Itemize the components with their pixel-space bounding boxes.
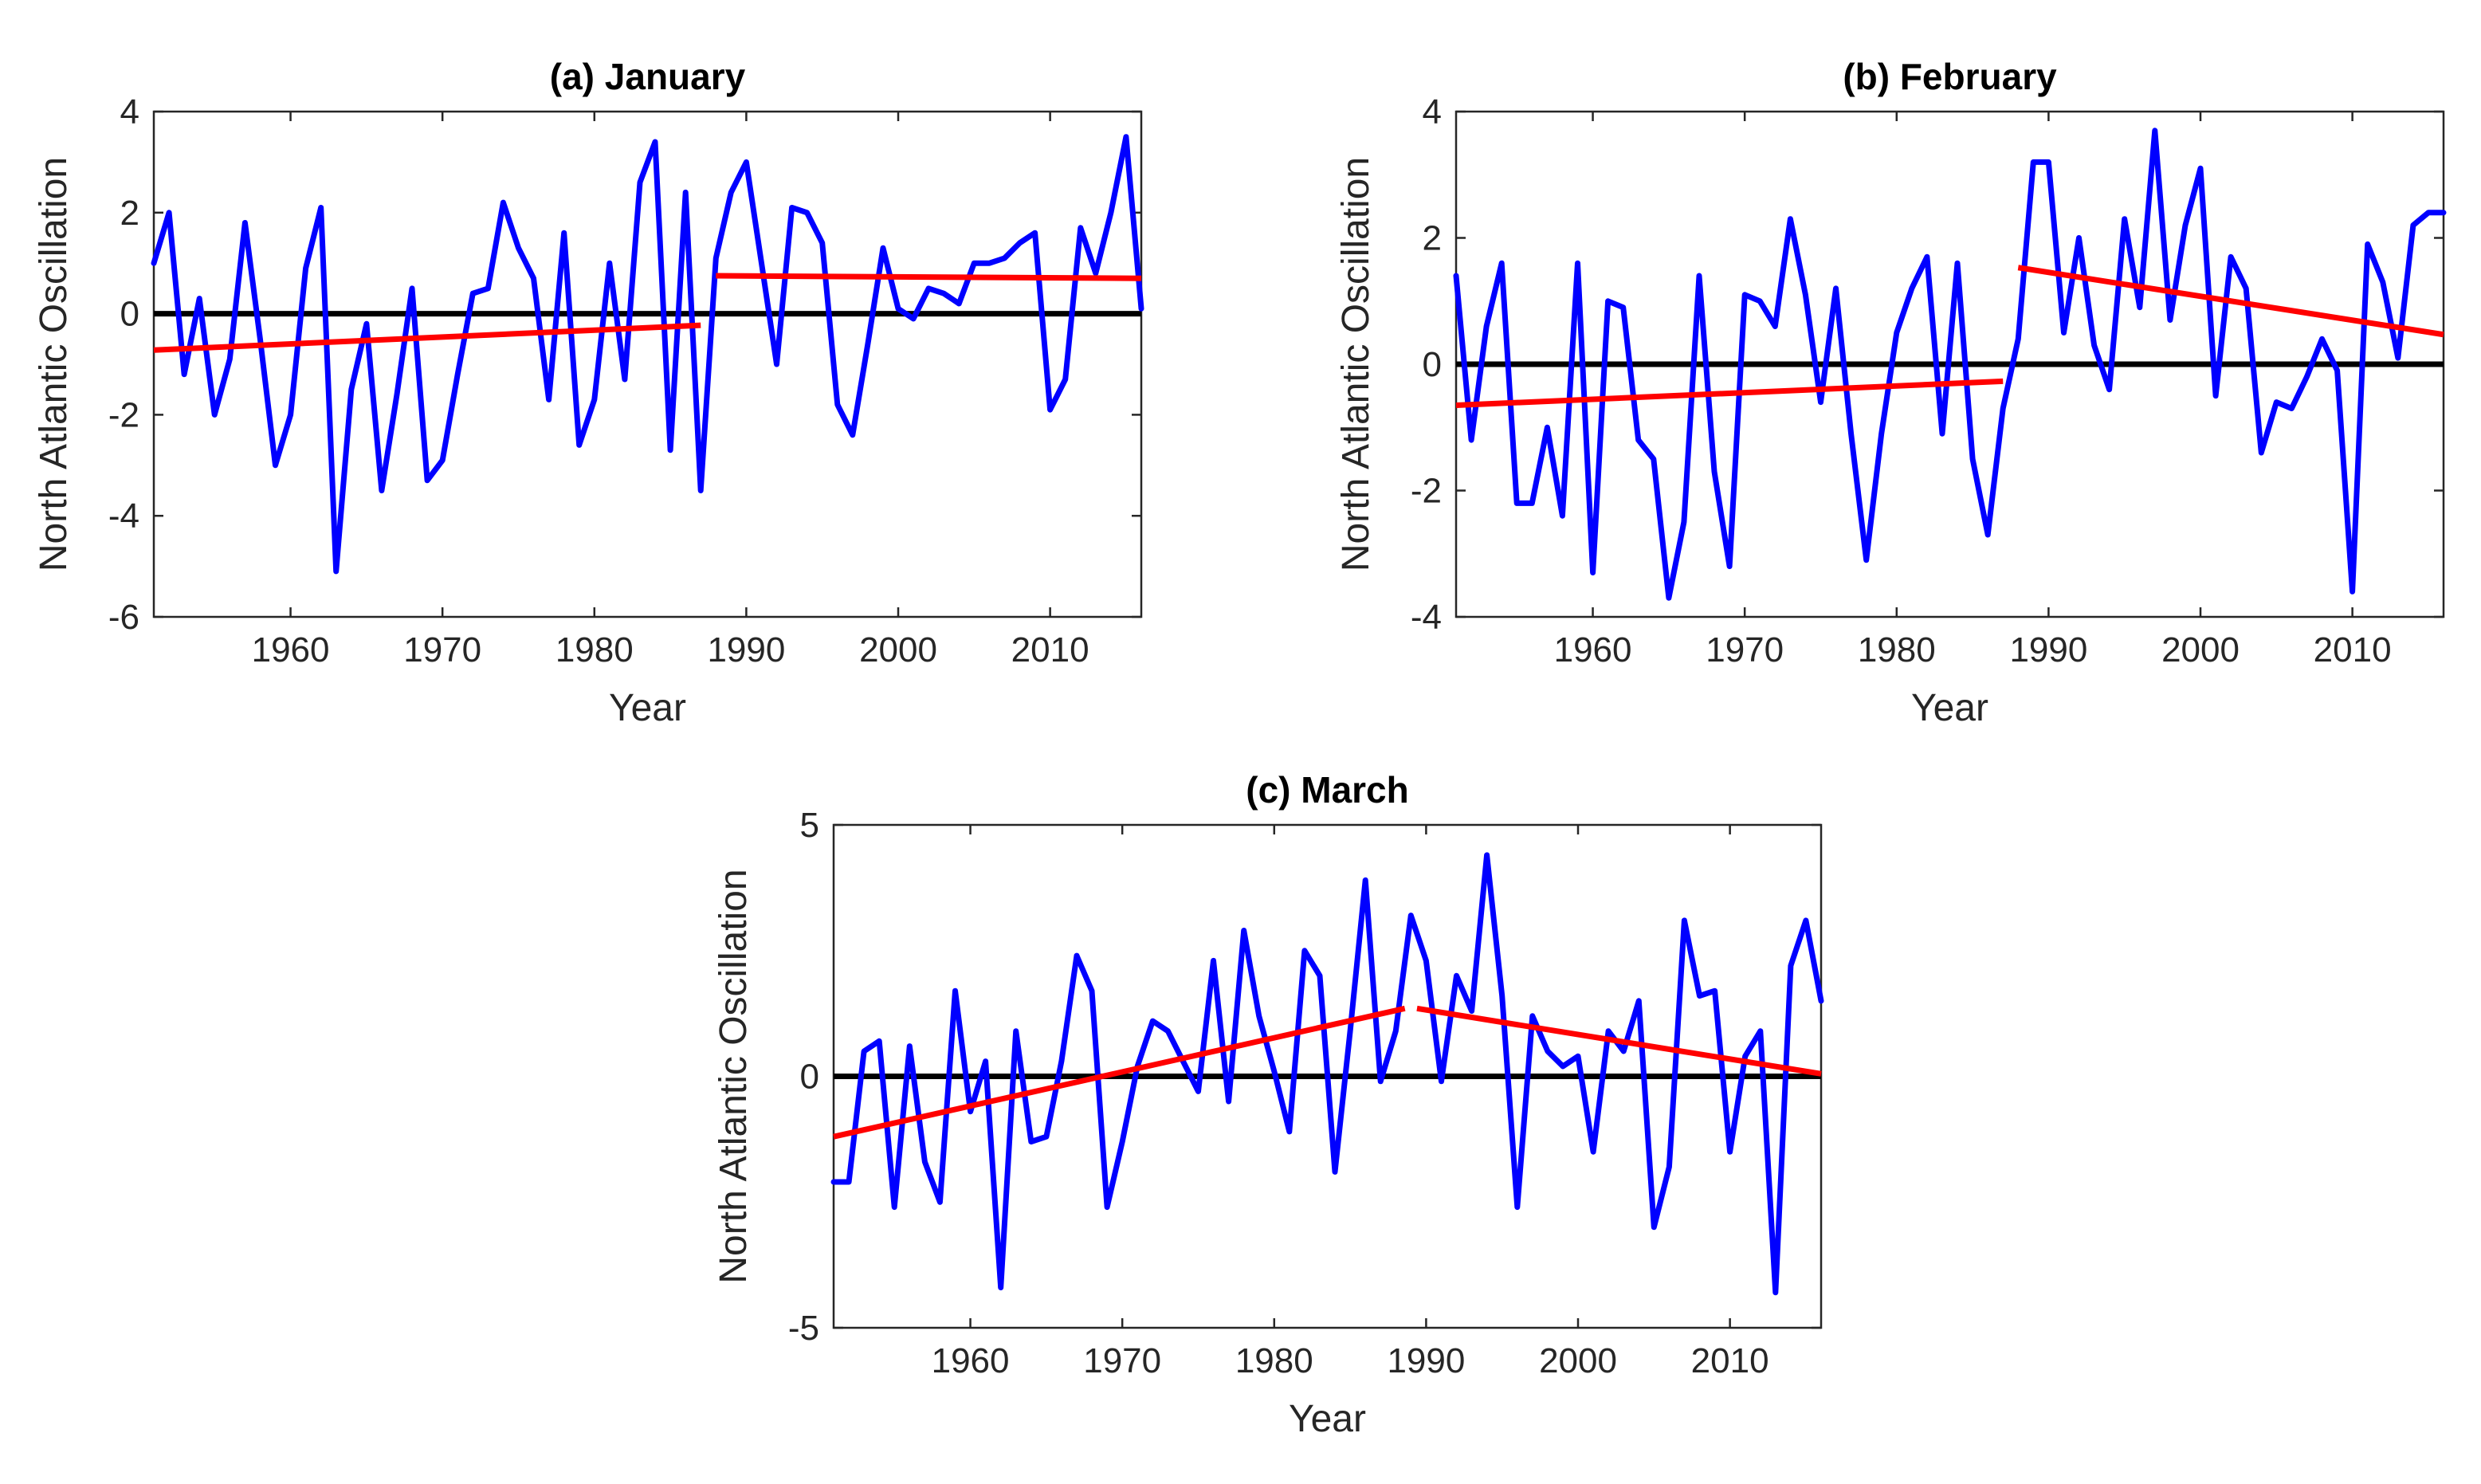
chart-a-title: (a) January: [550, 56, 746, 97]
chart-a-trend-line-2: [716, 273, 1142, 281]
chart-b-trend-line-2: [2017, 265, 2444, 338]
chart-c-x-tick-label: 1970: [1083, 1341, 1161, 1380]
chart-a-y-tick-label: 2: [120, 194, 139, 233]
chart-a-y-tick-label: -6: [108, 598, 139, 637]
chart-b-title: (b) February: [1843, 56, 2057, 97]
chart-b-x-tick-label: 2000: [2161, 630, 2240, 669]
chart-a-x-tick-label: 1960: [252, 630, 330, 669]
chart-c-y-axis-label: North Atlantic Oscillation: [713, 869, 755, 1283]
chart-c-x-tick-label: 1990: [1387, 1341, 1465, 1380]
chart-a-y-axis-label: North Atlantic Oscillation: [33, 157, 75, 571]
chart-b-x-tick-label: 1990: [2009, 630, 2087, 669]
chart-a-y-tick-label: -4: [108, 497, 139, 536]
chart-c-nao-series-line: [830, 852, 1824, 1296]
chart-c-x-axis-label: Year: [1289, 1398, 1366, 1440]
chart-b-y-axis-label: North Atlantic Oscillation: [1335, 157, 1377, 571]
chart-c-trend-line-1: [833, 1005, 1406, 1140]
chart-a-x-tick-label: 1970: [403, 630, 481, 669]
chart-a-y-tick-label: 4: [120, 92, 139, 132]
chart-b-x-tick-label: 1970: [1706, 630, 1784, 669]
chart-a-nao-series-line: [151, 134, 1144, 575]
chart-b-x-tick-label: 1980: [1858, 630, 1936, 669]
chart-c-y-tick-label: 0: [800, 1058, 819, 1097]
chart-c-y-tick-label: -5: [788, 1309, 819, 1348]
chart-a-x-tick-label: 2010: [1011, 630, 1089, 669]
chart-c-x-tick-label: 1960: [932, 1341, 1010, 1380]
chart-b-x-axis-label: Year: [1911, 687, 1988, 729]
chart-a-y-tick-label: 0: [120, 295, 139, 334]
chart-b-trend-line-1: [1455, 378, 2004, 409]
chart-b-x-tick-label: 1960: [1554, 630, 1632, 669]
chart-b-y-tick-label: 4: [1423, 92, 1442, 132]
chart-c-y-tick-label: 5: [800, 806, 819, 845]
chart-a-x-tick-label: 1990: [707, 630, 785, 669]
chart-b-y-tick-label: -2: [1411, 472, 1442, 511]
chart-c-title: (c) March: [1246, 769, 1408, 811]
chart-a-x-tick-label: 1980: [555, 630, 634, 669]
chart-b-y-tick-label: -4: [1411, 598, 1442, 637]
chart-b-nao-series-line: [1453, 128, 2447, 601]
chart-b-x-tick-label: 2010: [2314, 630, 2392, 669]
chart-a-axes-frame: [152, 110, 1143, 618]
chart-c-trend-line-2: [1416, 1005, 1822, 1077]
panel-a: 1960 1970 1980 1990 2000 2010 -6 -4 -2 0 2 4 (a) Jan…: [33, 56, 1144, 729]
chart-c-x-tick-label: 2000: [1539, 1341, 1617, 1380]
chart-a-trend-line-1: [153, 322, 701, 353]
chart-b-y-tick-label: 0: [1423, 345, 1442, 384]
chart-a-x-axis-label: Year: [609, 687, 686, 729]
chart-c-x-tick-label: 2010: [1691, 1341, 1769, 1380]
chart-a-y-tick-label: -2: [108, 395, 139, 434]
chart-a-x-tick-label: 2000: [859, 630, 937, 669]
panel-c: 1960 1970 1980 1990 2000 2010 -5 0 5 (c) March Yea…: [713, 769, 1824, 1440]
panel-b: 1960 1970 1980 1990 2000 2010 -4 -2 0 2 4 (b) Febru…: [1335, 56, 2447, 729]
chart-b-y-tick-label: 2: [1423, 219, 1442, 258]
chart-c-x-tick-label: 1980: [1235, 1341, 1313, 1380]
